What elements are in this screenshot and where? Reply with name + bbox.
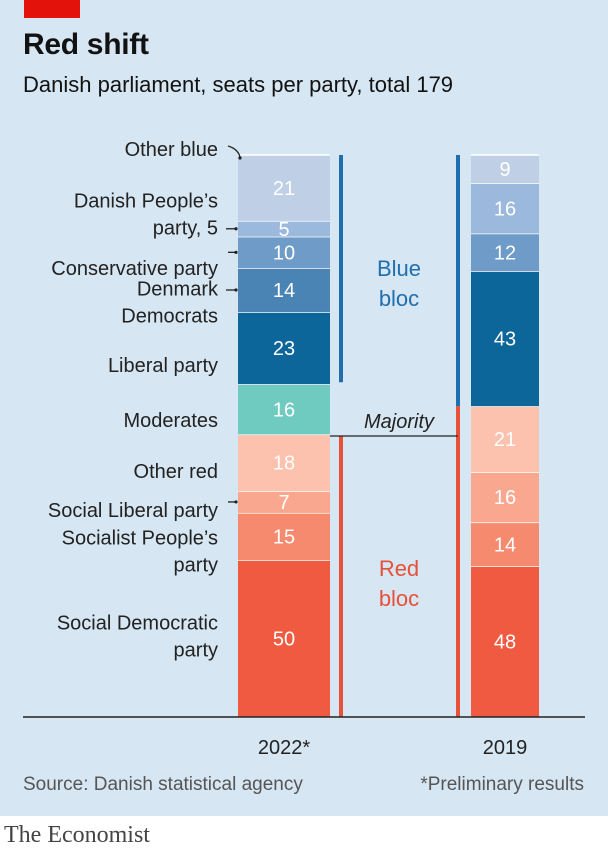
bar-segment-other-red-0: [238, 434, 330, 491]
pointer-other-blue: [227, 145, 241, 158]
bar-segment-other-blue-1: [471, 155, 539, 184]
bar-segment-conservative-party-1: [471, 233, 539, 272]
bar-segment-socialist-people-s-party-1: [471, 522, 539, 567]
party-label-denmark-democrats: Denmark Democrats: [121, 279, 219, 328]
party-label-other-blue: Other blue: [125, 139, 218, 161]
pointer-dot-other-blue: [238, 156, 242, 160]
chart-subtitle: Danish parliament, seats per party, tota…: [23, 72, 454, 97]
bar-segment-social-liberal-party-0: [238, 490, 330, 513]
data-label-danish-people-s-party-5-0: 5: [278, 219, 289, 241]
data-label-other-blue-0: 21: [273, 178, 295, 200]
majority-label: Majority: [364, 411, 435, 433]
data-label-socialist-people-s-party-1: 14: [494, 534, 516, 556]
bar-segment-moderates-0: [238, 384, 330, 435]
data-label-other-blue-1: 9: [499, 159, 510, 181]
party-label-social-democratic-party: Social Democratic party: [57, 613, 218, 662]
party-label-socialist-people-s-party: Socialist People’s party: [62, 528, 218, 577]
party-label-social-liberal-party: Social Liberal party: [48, 500, 218, 522]
bar-segment-social-democratic-party-0: [238, 560, 330, 717]
data-label-other-red-1: 21: [494, 429, 516, 451]
party-label-moderates: Moderates: [124, 410, 219, 432]
bloc-label-0: Blue bloc: [377, 256, 421, 311]
footnote: *Preliminary results: [420, 774, 584, 795]
data-label-conservative-party-1: 12: [494, 242, 516, 264]
x-tick-label-0: 2022*: [258, 737, 310, 759]
data-label-socialist-people-s-party-0: 15: [273, 526, 295, 548]
pointer-dot-denmark-democrats: [234, 288, 238, 292]
pointer-dot-social-liberal-party: [234, 500, 238, 504]
data-label-moderates-0: 16: [273, 399, 295, 421]
x-tick-label-1: 2019: [483, 737, 528, 759]
pointer-dot-danish-people-s-party-5: [234, 227, 238, 231]
party-label-conservative-party: Conservative party: [51, 258, 218, 280]
bloc-label-1: Red bloc: [379, 556, 419, 611]
party-label-liberal-party: Liberal party: [108, 355, 218, 377]
bar-segment-denmark-democrats-0: [238, 268, 330, 312]
data-label-liberal-party-0: 23: [273, 338, 295, 360]
party-label-other-red: Other red: [134, 461, 218, 483]
bar-segment-social-democratic-party-1: [471, 566, 539, 717]
bar-segment-liberal-party-1: [471, 271, 539, 407]
bar-segment-other-red-1: [471, 406, 539, 473]
source-note: Source: Danish statistical agency: [23, 774, 303, 795]
data-label-danish-people-s-party-5-1: 16: [494, 198, 516, 220]
data-label-denmark-democrats-0: 14: [273, 280, 295, 302]
data-label-conservative-party-0: 10: [273, 242, 295, 264]
brand-logo: The Economist: [4, 822, 150, 848]
data-label-other-red-0: 18: [273, 453, 295, 475]
bar-segment-danish-people-s-party-5-1: [471, 183, 539, 234]
bar-segment-other-blue-0: [238, 155, 330, 221]
bar-segment-conservative-party-0: [238, 236, 330, 269]
bar-segment-danish-people-s-party-5-0: [238, 220, 330, 237]
pointer-dot-conservative-party: [234, 250, 238, 254]
data-label-social-liberal-party-0: 7: [278, 492, 289, 514]
data-label-social-democratic-party-0: 50: [273, 629, 295, 651]
party-label-danish-people-s-party-5: Danish People’s party, 5: [74, 191, 218, 240]
chart-title: Red shift: [23, 28, 149, 61]
data-label-liberal-party-1: 43: [494, 329, 516, 351]
brand-red-tag: [24, 0, 80, 18]
stacked-bar-chart: 50 15 7 18 16 23 14 105 21 48 14 16 21 43 12 16 9 Social …: [23, 139, 585, 759]
data-label-social-liberal-party-1: 16: [494, 487, 516, 509]
data-label-social-democratic-party-1: 48: [494, 632, 516, 654]
bar-segment-liberal-party-0: [238, 311, 330, 385]
bar-segment-social-liberal-party-1: [471, 472, 539, 523]
bar-segment-socialist-people-s-party-0: [238, 512, 330, 561]
